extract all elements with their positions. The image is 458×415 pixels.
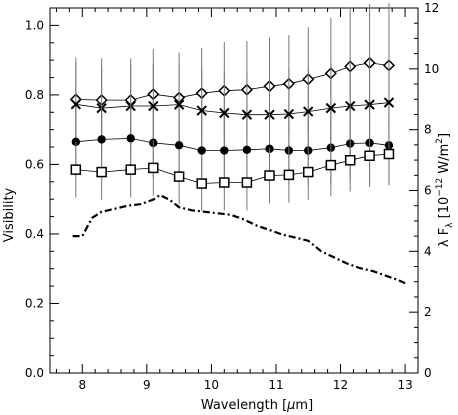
x-tick-label: 12 (333, 378, 348, 392)
data-point (344, 155, 356, 166)
x-tick-label: 10 (204, 378, 219, 392)
data-point (242, 145, 252, 155)
data-point (219, 177, 230, 188)
data-point (148, 100, 159, 112)
x-axis-label: Wavelength [μm] (201, 398, 313, 413)
series-line (75, 137, 389, 151)
data-point (241, 109, 253, 120)
series-filled-circle (71, 103, 394, 186)
x-tick-label: 11 (268, 378, 283, 392)
data-point (96, 166, 107, 178)
series-line (75, 102, 389, 116)
visibility-series (69, 2, 396, 212)
spectrum-line (72, 193, 406, 285)
y-right-tick-label: 0 (424, 366, 432, 380)
data-point (325, 159, 337, 171)
y-right-tick-label: 6 (424, 184, 432, 198)
y-right-tick-label: 4 (424, 244, 432, 258)
series-open-square (70, 122, 395, 212)
y-right-tick-label: 12 (424, 1, 439, 15)
data-point (197, 146, 206, 155)
y-right-tick-label: 2 (424, 305, 432, 319)
y-tick-label: 0.2 (25, 296, 44, 310)
data-point (196, 105, 207, 116)
series-diamond (69, 2, 396, 143)
series-x (70, 53, 395, 160)
plot-border (49, 7, 419, 374)
series-line (75, 62, 389, 101)
y-tick-label: 0.8 (25, 88, 44, 102)
data-point (148, 162, 159, 174)
spectrum-curve (72, 193, 406, 285)
data-point (241, 177, 253, 188)
data-point (70, 99, 82, 110)
data-point (264, 170, 275, 181)
data-point (383, 148, 395, 160)
data-point (97, 135, 106, 144)
data-point (219, 107, 230, 119)
plot-frame (49, 7, 419, 374)
data-point (364, 99, 375, 110)
data-point (383, 97, 395, 108)
axis-ticks: 8 9 10 11 12 13 0.0 0.2 0.4 0.6 0.8 1.0 0 2 4 6 8 10 12 (25, 1, 439, 392)
data-point (125, 164, 136, 175)
y-tick-label: 0.0 (25, 366, 44, 380)
data-point (174, 141, 184, 150)
data-point (364, 150, 375, 161)
data-point (70, 164, 82, 175)
y-right-tick-label: 10 (424, 62, 439, 76)
data-point (302, 166, 314, 178)
y-axis-label-right: λ Fλ [10−12 W/m2] (435, 133, 455, 247)
y-tick-label: 1.0 (25, 18, 44, 32)
x-tick-label: 9 (143, 378, 151, 392)
y-tick-label: 0.4 (25, 227, 44, 241)
data-point (220, 146, 229, 155)
data-point (283, 108, 295, 120)
x-tick-label: 8 (78, 378, 86, 392)
data-point (173, 99, 185, 110)
x-tick-label: 13 (397, 378, 412, 392)
data-point (196, 178, 207, 189)
data-point (126, 134, 135, 143)
data-point (325, 102, 337, 114)
data-point (303, 106, 314, 117)
data-point (283, 169, 295, 181)
series-line (75, 153, 389, 184)
y-right-tick-label: 8 (424, 123, 432, 137)
axis-labels: Wavelength [μm] Visibility λ Fλ [10−12 W… (2, 133, 455, 413)
data-point (173, 171, 185, 182)
y-axis-label: Visibility (2, 187, 17, 242)
y-tick-label: 0.6 (25, 157, 44, 171)
